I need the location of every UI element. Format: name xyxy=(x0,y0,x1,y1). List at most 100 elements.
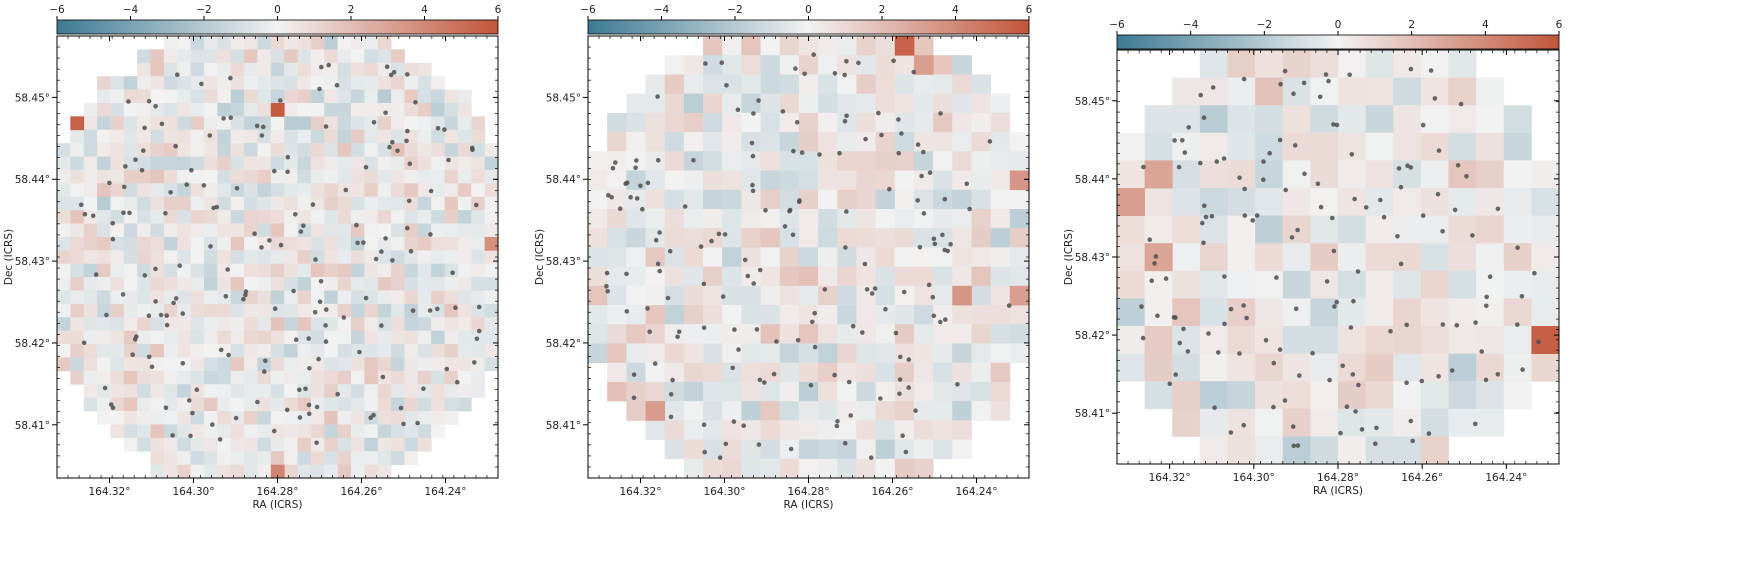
heatmap-cell xyxy=(337,116,352,131)
source-marker xyxy=(787,208,792,214)
source-marker xyxy=(774,339,779,344)
heatmap-cell xyxy=(779,420,800,440)
heatmap-cell xyxy=(337,424,352,439)
heatmap-cell xyxy=(70,223,85,238)
heatmap-cell xyxy=(284,370,298,385)
heatmap-cell xyxy=(457,344,472,358)
heatmap-cell xyxy=(664,381,685,402)
heatmap-cell xyxy=(913,151,934,171)
y-tick-label: 58.41° xyxy=(15,420,50,432)
heatmap-cell xyxy=(404,277,419,291)
heatmap-cell xyxy=(177,411,192,425)
colorbar-gradient xyxy=(587,19,1030,35)
heatmap-cell xyxy=(190,196,205,211)
source-marker xyxy=(832,71,838,76)
heatmap-cell xyxy=(760,381,781,402)
heatmap-cell xyxy=(607,112,627,133)
source-marker xyxy=(199,81,204,87)
heatmap-cell xyxy=(83,357,98,372)
heatmap-cell xyxy=(364,370,379,385)
source-marker xyxy=(709,238,714,244)
source-marker xyxy=(297,415,303,420)
heatmap-cell xyxy=(163,344,178,358)
heatmap-cell xyxy=(703,439,723,460)
heatmap-cell xyxy=(137,437,151,452)
heatmap-cell xyxy=(270,357,285,372)
source-marker xyxy=(307,366,312,371)
heatmap-cell xyxy=(837,247,857,268)
heatmap-cell xyxy=(230,451,245,465)
source-marker xyxy=(1484,303,1489,309)
heatmap-cell xyxy=(377,236,392,251)
heatmap-cell xyxy=(70,250,85,265)
heatmap-cell xyxy=(217,76,232,90)
heatmap-cell xyxy=(270,89,285,104)
heatmap-cell xyxy=(894,228,915,248)
heatmap-cell xyxy=(284,411,298,425)
heatmap-cell xyxy=(1365,77,1394,106)
heatmap-cell xyxy=(1503,298,1532,327)
heatmap-cell xyxy=(417,290,432,305)
heatmap-cell xyxy=(875,36,896,56)
heatmap-cell xyxy=(150,464,165,478)
heatmap-cell xyxy=(297,116,312,131)
heatmap-cell xyxy=(818,401,838,421)
heatmap-cell xyxy=(856,362,876,383)
heatmap-cell xyxy=(284,344,298,358)
heatmap-cell xyxy=(97,370,111,385)
source-marker xyxy=(1426,431,1432,436)
heatmap-cell xyxy=(337,317,352,332)
heatmap-cell xyxy=(741,151,761,171)
heatmap-cell xyxy=(818,324,838,344)
source-marker xyxy=(1237,175,1242,180)
colorbar-gradient xyxy=(56,19,499,35)
source-marker xyxy=(1209,214,1215,219)
heatmap-cell xyxy=(645,420,666,440)
source-marker xyxy=(915,198,920,203)
heatmap-cell xyxy=(391,344,405,358)
heatmap-cell xyxy=(217,183,232,198)
source-marker xyxy=(1470,233,1475,238)
heatmap-cell xyxy=(431,250,445,265)
heatmap-cell xyxy=(856,285,876,306)
heatmap-cell xyxy=(351,437,365,452)
heatmap-cell xyxy=(377,464,392,478)
heatmap-cell xyxy=(297,129,312,144)
heatmap-cell xyxy=(894,439,915,460)
heatmap-cell xyxy=(588,170,608,191)
heatmap-cell xyxy=(645,285,666,306)
source-marker xyxy=(293,337,299,343)
heatmap-cell xyxy=(57,290,71,305)
heatmap-cell xyxy=(703,266,723,287)
heatmap-cell xyxy=(484,344,498,358)
heatmap-cell xyxy=(137,62,151,77)
heatmap-cell xyxy=(324,290,339,305)
heatmap-cell xyxy=(364,116,379,131)
heatmap-cell xyxy=(150,357,165,372)
heatmap-cell xyxy=(722,247,742,268)
source-marker xyxy=(1149,278,1154,284)
heatmap-cell xyxy=(664,112,685,133)
heatmap-cell xyxy=(150,76,165,90)
source-marker xyxy=(938,111,943,116)
heatmap-cell xyxy=(337,344,352,358)
heatmap-cell xyxy=(177,183,192,198)
heatmap-cell xyxy=(337,129,352,144)
heatmap-cell xyxy=(270,263,285,278)
heatmap-cell xyxy=(297,36,312,50)
source-marker xyxy=(701,422,707,428)
source-marker xyxy=(1381,214,1387,220)
heatmap-cell xyxy=(377,303,392,318)
heatmap-cell xyxy=(337,156,352,171)
heatmap-cell xyxy=(123,424,138,439)
heatmap-cell xyxy=(310,250,325,265)
heatmap-cell xyxy=(204,102,218,117)
heatmap-cell xyxy=(391,357,405,372)
source-marker xyxy=(379,323,384,328)
heatmap-cell xyxy=(150,451,165,465)
heatmap-cell xyxy=(1255,160,1284,189)
heatmap-cell xyxy=(722,189,742,210)
heatmap-cell xyxy=(1282,243,1311,272)
heatmap-cell xyxy=(70,357,85,372)
source-marker xyxy=(1290,424,1296,429)
